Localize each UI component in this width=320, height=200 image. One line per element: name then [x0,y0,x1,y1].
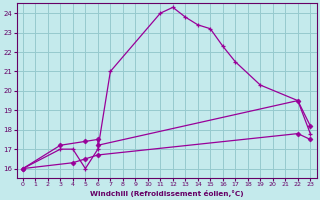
X-axis label: Windchill (Refroidissement éolien,°C): Windchill (Refroidissement éolien,°C) [90,190,244,197]
